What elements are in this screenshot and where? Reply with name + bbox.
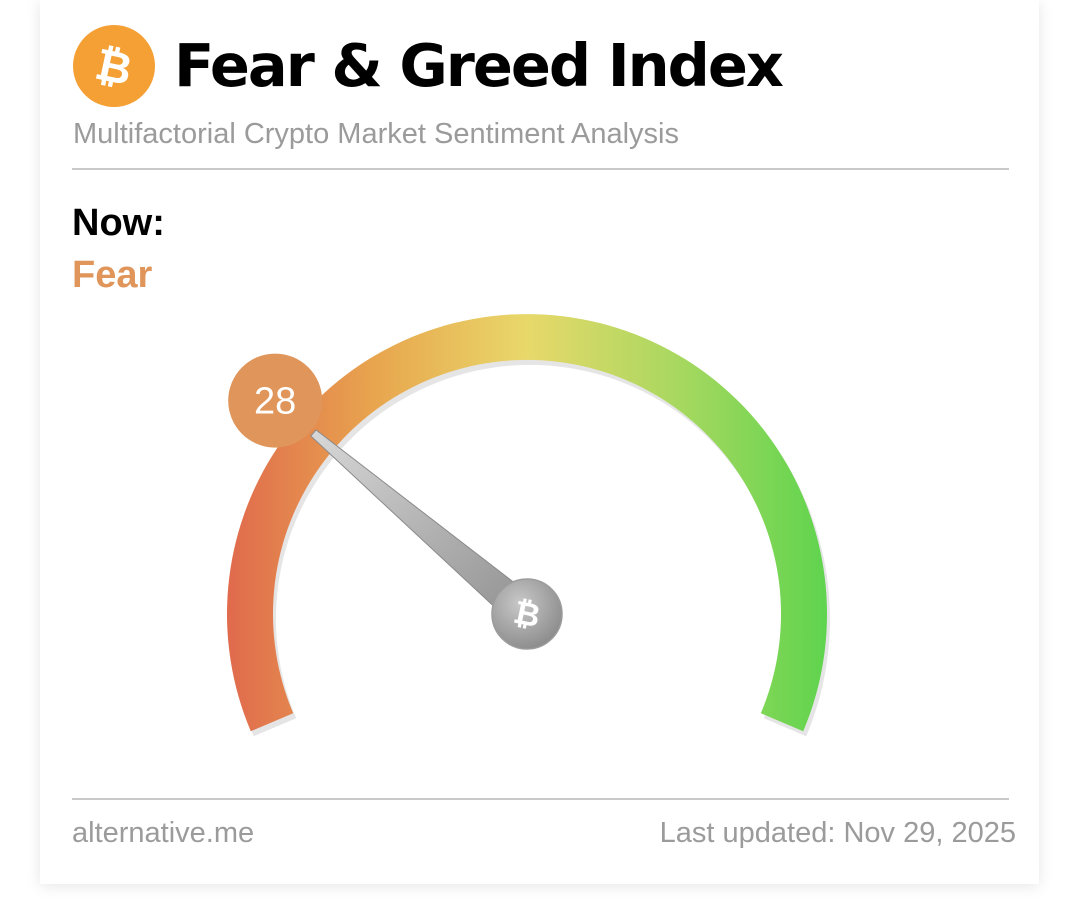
sentiment-gauge: ₿ 28 [227,314,831,737]
last-updated: Last updated: Nov 29, 2025 [659,817,1016,849]
gauge-arc [227,314,828,732]
bitcoin-logo-icon: ₿ [73,25,155,107]
page-subtitle: Multifactorial Crypto Market Sentiment A… [73,118,679,150]
now-label: Now: [72,202,165,244]
bitcoin-hub-icon [491,578,563,650]
value-badge [228,353,323,448]
gauge-arc-shadow [230,319,831,737]
classification-label: Fear [72,254,153,296]
source-link[interactable]: alternative.me [72,817,255,849]
footer-divider [72,798,1009,800]
index-card [40,0,1039,884]
page-title: Fear & Greed Index [174,31,784,100]
value-badge-text: 28 [254,381,296,423]
header-divider [72,168,1009,170]
